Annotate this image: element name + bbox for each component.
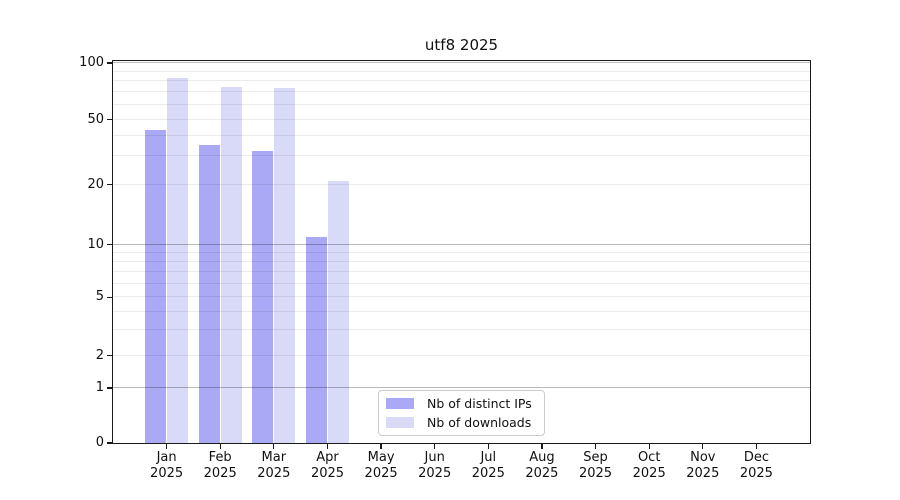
- x-tick-label-jun: Jun 2025: [418, 450, 452, 481]
- legend: Nb of distinct IPs Nb of downloads: [378, 390, 545, 436]
- x-tick-mark-feb: [219, 444, 221, 449]
- x-tick-label-aug: Aug 2025: [525, 450, 559, 481]
- legend-swatch-downloads: [386, 417, 414, 428]
- y-tick-mark-100: [107, 62, 112, 64]
- x-tick-mark-jun: [434, 444, 436, 449]
- x-tick-label-mar: Mar 2025: [257, 450, 291, 481]
- x-tick-label-sep: Sep 2025: [578, 450, 613, 481]
- legend-swatch-distinct-ips: [386, 398, 414, 409]
- y-tick-label-10: 10: [87, 236, 104, 252]
- y-tick-mark-2: [107, 355, 112, 357]
- x-tick-label-jul: Jul 2025: [471, 450, 505, 481]
- x-tick-mark-oct: [648, 444, 650, 449]
- x-tick-mark-jan: [165, 444, 168, 449]
- y-tick-mark-20: [107, 184, 112, 186]
- x-tick-mark-aug: [541, 444, 543, 449]
- bar-downloads-mar: [274, 87, 296, 443]
- x-tick-mark-jul: [487, 444, 489, 449]
- bar-downloads-apr: [328, 181, 349, 443]
- x-tick-label-nov: Nov 2025: [686, 450, 720, 481]
- y-tick-label-100: 100: [79, 55, 104, 70]
- x-tick-label-dec: Dec 2025: [739, 450, 773, 481]
- bar-downloads-feb: [220, 86, 242, 443]
- y-tick-mark-0: [107, 442, 112, 444]
- y-tick-mark-5: [107, 296, 112, 298]
- y-tick-label-0: 0: [95, 435, 104, 450]
- y-tick-label-1: 1: [95, 380, 104, 395]
- bar-distinct-ips-jan: [145, 130, 167, 443]
- x-tick-mark-may: [380, 444, 382, 449]
- legend-item-distinct-ips: Nb of distinct IPs: [386, 396, 537, 411]
- y-tick-mark-1: [107, 387, 112, 389]
- legend-label-distinct-ips: Nb of distinct IPs: [427, 396, 532, 411]
- x-tick-label-oct: Oct 2025: [632, 450, 666, 481]
- plot-area: [112, 60, 811, 444]
- chart-title: utf8 2025: [424, 36, 499, 54]
- x-tick-label-jan: Jan 2025: [150, 450, 184, 481]
- bars-layer: [113, 61, 810, 443]
- x-tick-mark-sep: [594, 444, 597, 449]
- legend-item-downloads: Nb of downloads: [386, 415, 537, 430]
- y-tick-label-20: 20: [87, 176, 104, 192]
- bar-downloads-jan: [167, 78, 189, 443]
- x-tick-mark-nov: [702, 444, 704, 449]
- x-tick-label-feb: Feb 2025: [203, 450, 237, 481]
- bar-distinct-ips-apr: [306, 236, 327, 443]
- y-tick-label-50: 50: [87, 111, 104, 127]
- x-tick-label-may: May 2025: [364, 450, 398, 481]
- x-tick-label-apr: Apr 2025: [310, 450, 345, 481]
- y-tick-label-2: 2: [95, 347, 104, 363]
- x-tick-mark-dec: [755, 444, 758, 449]
- y-tick-mark-50: [107, 119, 112, 121]
- y-tick-label-5: 5: [95, 289, 104, 305]
- x-tick-mark-mar: [273, 444, 275, 449]
- legend-label-downloads: Nb of downloads: [427, 415, 532, 430]
- y-tick-mark-10: [107, 244, 112, 246]
- bar-distinct-ips-feb: [198, 145, 220, 443]
- bar-distinct-ips-mar: [252, 151, 274, 443]
- x-tick-mark-apr: [326, 444, 329, 449]
